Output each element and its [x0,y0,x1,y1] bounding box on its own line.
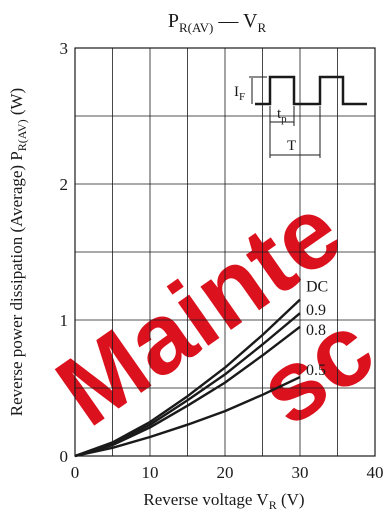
series-label: 0.9 [306,302,326,319]
y-tick-label: 2 [60,175,69,194]
inset-period-label: T [287,138,296,154]
watermark: Mainte sc [37,174,385,447]
series-label: DC [306,279,328,296]
series-line [74,298,301,458]
series-label: 0.5 [306,362,326,379]
y-tick-label: 3 [60,39,69,58]
pulse-inset [249,75,367,158]
chart-title: PR(AV) — VR [168,10,267,35]
x-tick-label: 20 [217,463,234,482]
series-line [74,376,301,458]
x-tick-label: 40 [367,463,384,482]
series-label: 0.8 [306,322,326,339]
y-tick-label: 0 [60,447,69,466]
inset-tp-label: tp [277,106,287,125]
x-tick-label: 10 [142,463,159,482]
inset-if-label: IF [234,84,245,103]
x-tick-label: 30 [292,463,309,482]
x-tick-label: 0 [71,463,80,482]
y-tick-label: 1 [60,311,69,330]
series-lines: DC 0.9 0.8 0.5 [74,279,328,458]
plot-frame [74,47,376,457]
y-axis-label: Reverse power dissipation (Average) PR(A… [7,88,29,416]
pulse-waveform [255,75,367,106]
grid [74,47,376,457]
tick-labels: 0 10 20 30 40 0 1 2 3 [60,39,384,482]
series-line [74,325,301,458]
x-axis-label: Reverse voltage VR (V) [143,490,304,512]
